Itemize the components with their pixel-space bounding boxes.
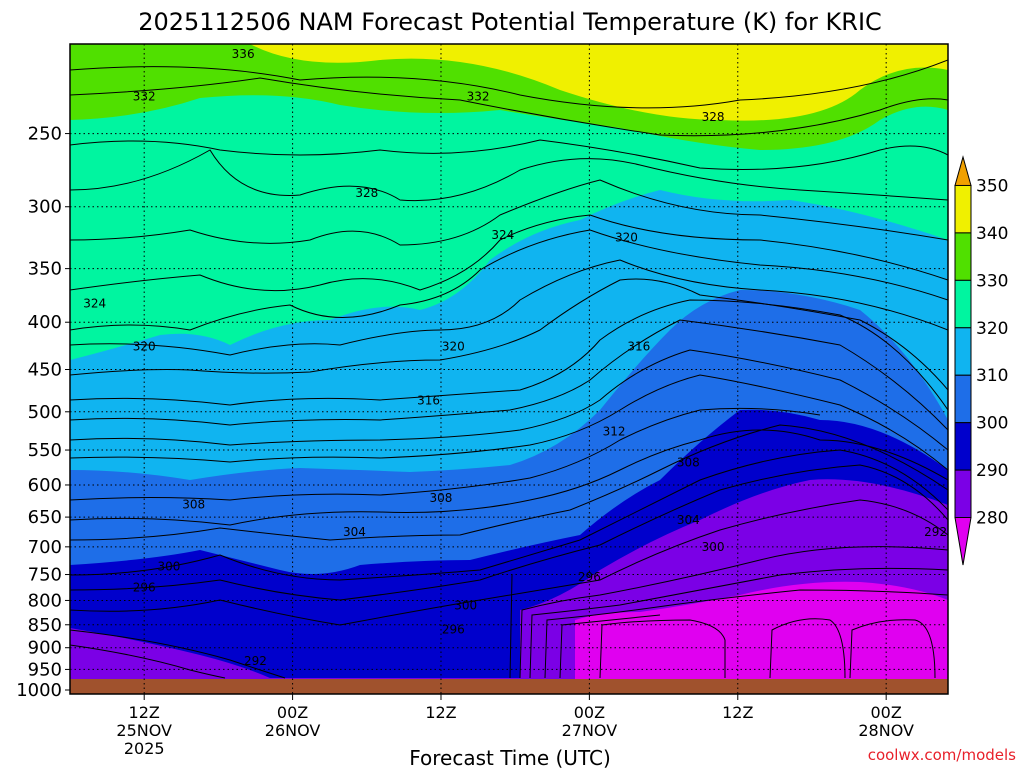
contour-label: 320 (615, 231, 638, 245)
contour-label: 292 (244, 654, 267, 668)
contour-label: 316 (627, 340, 650, 354)
x-tick-label: 00Z (871, 703, 902, 722)
plot-area: 336 332 332 328 328 324 320 324 320 320 316 316 312 3… (70, 44, 948, 694)
contour-label: 336 (232, 47, 255, 61)
contour-label: 304 (677, 513, 700, 527)
contour-label: 296 (442, 622, 465, 636)
contour-label: 324 (491, 228, 514, 242)
contour-label: 308 (430, 491, 453, 505)
contour-label: 320 (442, 340, 465, 354)
contour-label: 312 (603, 424, 626, 438)
y-tick-label: 450 (28, 359, 62, 380)
legend-swatch (954, 327, 972, 376)
legend-level-label: 310 (976, 366, 1008, 386)
contour-label: 308 (677, 455, 700, 469)
legend-level-label: 330 (976, 271, 1008, 291)
x-tick-label: 27NOV (562, 721, 618, 740)
y-tick-label: 300 (28, 197, 62, 218)
band-below-280 (575, 581, 948, 694)
x-tick-label: 12Z (129, 703, 160, 722)
legend-swatch (954, 517, 972, 566)
x-tick-label: 2025 (124, 739, 165, 758)
credit-text: coolwx.com/models (868, 746, 1016, 764)
y-tick-label: 900 (28, 638, 62, 659)
contour-label: 304 (343, 525, 366, 539)
y-tick-label: 650 (28, 507, 62, 528)
color-legend: 350 340 330 320 310 300 290 280 (954, 155, 1008, 566)
y-tick-label: 750 (28, 565, 62, 586)
legend-swatch (954, 232, 972, 281)
legend-swatch (954, 422, 972, 471)
contour-label: 300 (702, 540, 725, 554)
contour-label: 328 (355, 186, 378, 200)
contour-label: 328 (702, 110, 725, 124)
legend-swatch (954, 279, 972, 329)
contour-label: 296 (578, 570, 601, 584)
legend-swatch (954, 155, 972, 186)
x-axis-label: Forecast Time (UTC) (409, 746, 611, 768)
band-290-300-low (430, 640, 515, 678)
x-tick-label: 00Z (277, 703, 308, 722)
x-tick-label: 00Z (574, 703, 605, 722)
contour-label: 332 (133, 90, 156, 104)
contour-label: 324 (83, 297, 106, 311)
y-tick-label: 950 (28, 659, 62, 680)
contour-label: 308 (182, 498, 205, 512)
y-tick-label: 350 (28, 259, 62, 280)
contour-label: 316 (417, 393, 440, 407)
legend-level-label: 290 (976, 461, 1008, 481)
contour-label: 292 (924, 525, 947, 539)
x-tick-label: 12Z (425, 703, 456, 722)
y-tick-label: 800 (28, 590, 62, 611)
y-tick-label: 400 (28, 312, 62, 333)
y-tick-label: 700 (28, 537, 62, 558)
y-tick-label: 1000 (16, 680, 62, 701)
legend-swatch (954, 374, 972, 424)
isentrope-lines (70, 59, 948, 679)
y-tick-label: 250 (28, 124, 62, 145)
x-tick-label: 26NOV (265, 721, 321, 740)
x-tick-label: 25NOV (116, 721, 172, 740)
x-tick-label: 12Z (722, 703, 753, 722)
x-tick-label: 28NOV (858, 721, 914, 740)
y-axis: 2503003504004505005506006507007508008509… (16, 124, 70, 701)
contour-label: 332 (467, 90, 490, 104)
legend-swatch (954, 469, 972, 519)
legend-level-label: 300 (976, 414, 1008, 434)
y-tick-label: 850 (28, 615, 62, 636)
y-tick-label: 500 (28, 402, 62, 423)
legend-level-label: 350 (976, 176, 1008, 196)
legend-level-label: 280 (976, 509, 1008, 529)
legend-level-label: 340 (976, 224, 1008, 244)
contour-labels: 336 332 332 328 328 324 320 324 320 320 316 316 312 3… (83, 47, 947, 668)
y-tick-label: 550 (28, 440, 62, 461)
legend-swatch (954, 184, 972, 234)
ground-terrain (70, 679, 948, 694)
y-tick-label: 600 (28, 475, 62, 496)
contour-label: 320 (133, 340, 156, 354)
legend-level-label: 320 (976, 319, 1008, 339)
contour-label: 296 (133, 581, 156, 595)
contour-label: 300 (454, 598, 477, 612)
chart-title: 2025112506 NAM Forecast Potential Temper… (138, 8, 882, 36)
grid-lines (70, 44, 948, 694)
contour-label: 300 (157, 559, 180, 573)
